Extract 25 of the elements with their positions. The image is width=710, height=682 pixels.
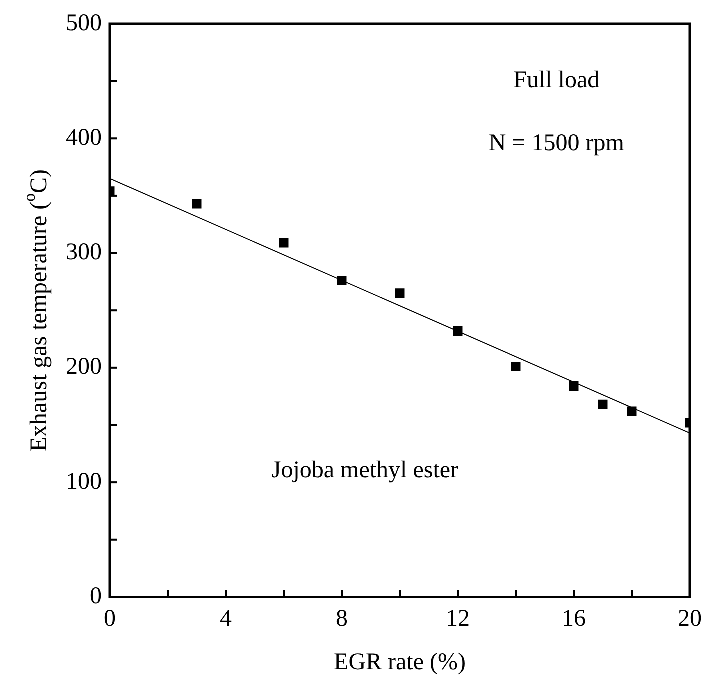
point (192, 199, 202, 209)
y-tick-label: 400 (66, 124, 102, 151)
point (337, 276, 347, 286)
point (627, 406, 637, 416)
x-tick-label: 4 (220, 606, 232, 632)
y-tick-label: 200 (66, 354, 102, 380)
x-tick-label: 20 (678, 606, 702, 632)
x-tick-label: 16 (562, 606, 586, 632)
point (598, 400, 608, 410)
point (453, 326, 463, 336)
point (395, 288, 405, 298)
y-tick-label: 100 (66, 468, 102, 495)
point (569, 382, 579, 392)
x-tick-label: 12 (446, 606, 470, 632)
y-tick-label: 500 (66, 10, 102, 36)
y-tick-label: 300 (66, 240, 102, 266)
point (511, 362, 521, 372)
x-axis-title: EGR rate (%) (334, 649, 466, 676)
annotation: N = 1500 rpm (488, 130, 625, 157)
annotation: Jojoba methyl ester (272, 457, 459, 484)
annotation: Full load (514, 68, 600, 94)
y-axis-title: Exhaust gas temperature (oC) (20, 169, 52, 452)
x-tick-label: 8 (336, 606, 348, 632)
point (279, 238, 289, 248)
y-tick-label: 0 (90, 583, 102, 610)
